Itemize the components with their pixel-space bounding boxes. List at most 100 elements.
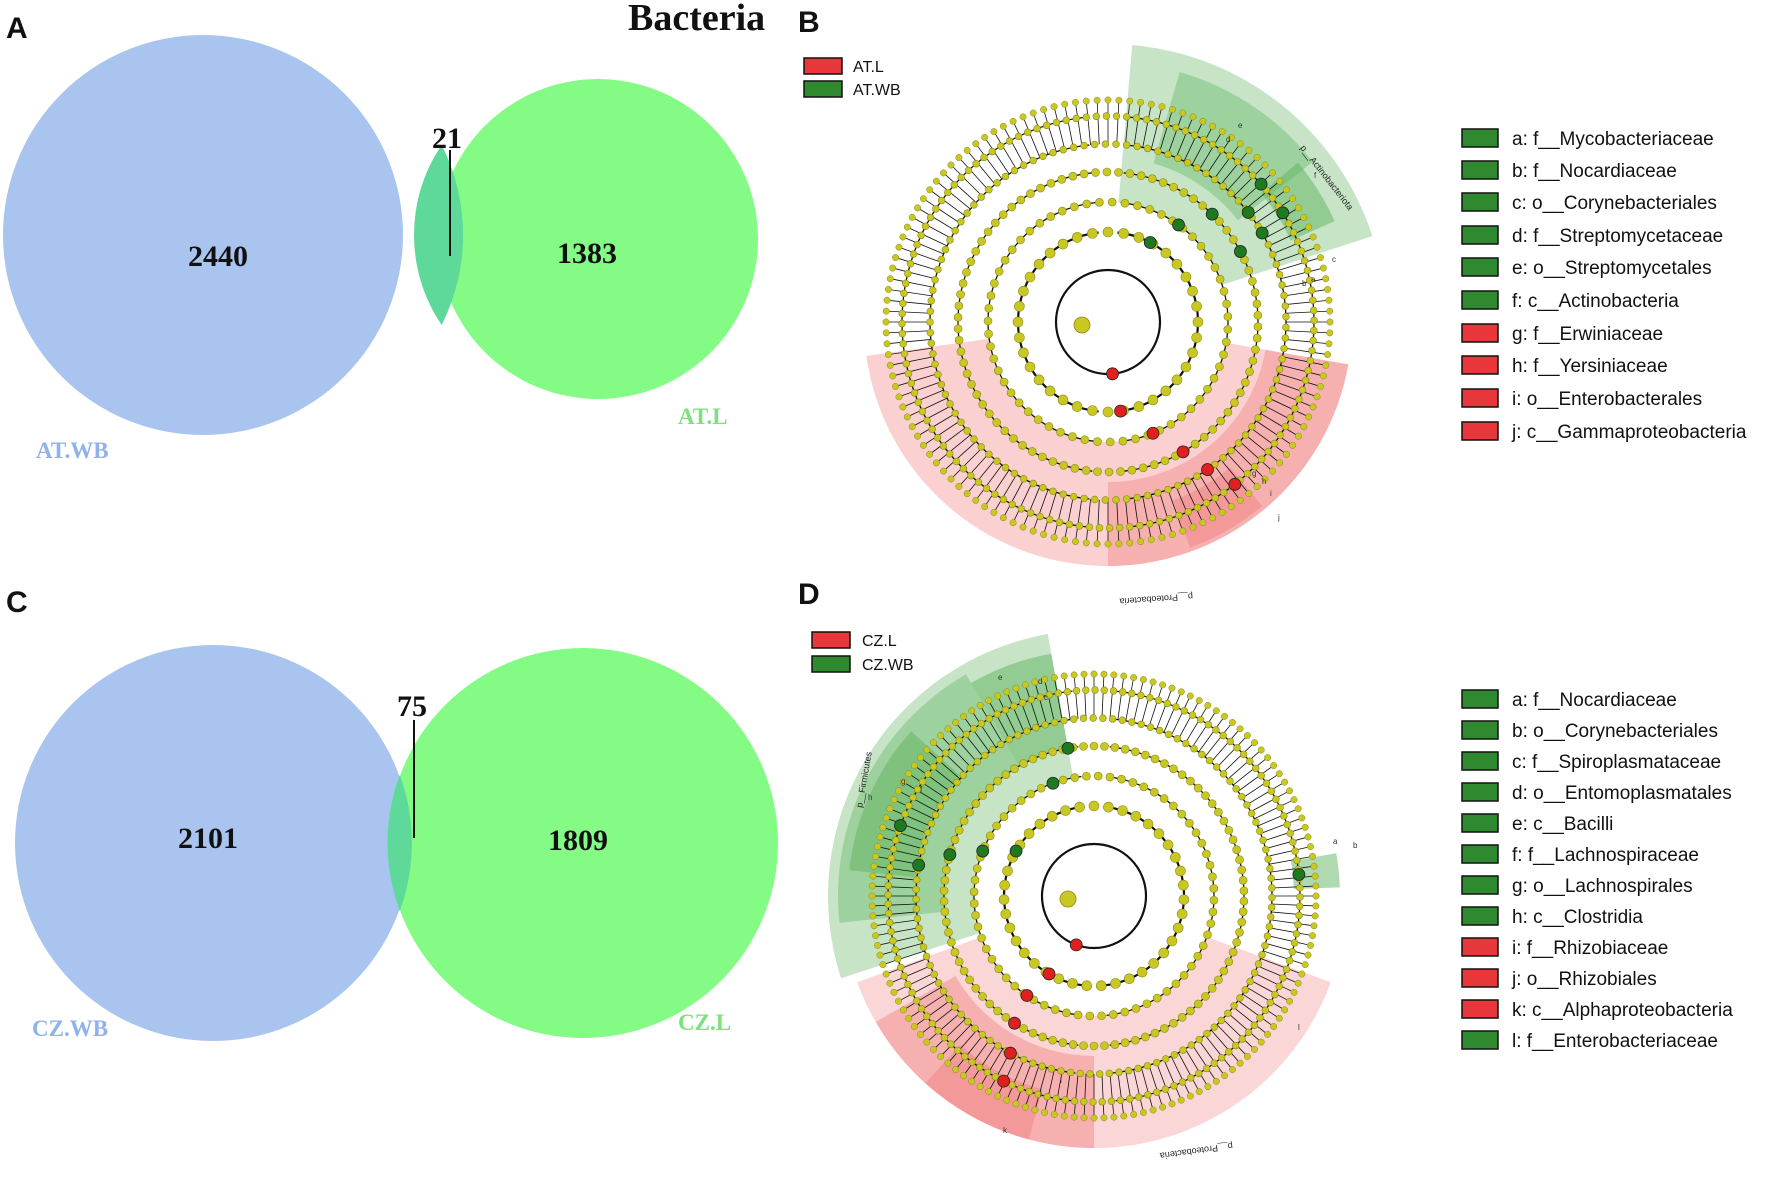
panel-letter-b: B bbox=[798, 6, 820, 39]
leaf-branch bbox=[1159, 109, 1173, 152]
leaf-branch bbox=[902, 236, 944, 255]
leaf-branch bbox=[912, 216, 952, 239]
leaf-node bbox=[1326, 329, 1334, 337]
leaf-node bbox=[1270, 1023, 1278, 1030]
taxon-node bbox=[1018, 440, 1027, 450]
leaf-branch bbox=[950, 164, 983, 197]
taxon-node bbox=[1122, 141, 1131, 149]
taxon-node bbox=[1142, 999, 1152, 1009]
taxon-node bbox=[1070, 202, 1079, 212]
leaf-node bbox=[1298, 970, 1306, 978]
leaf-branch bbox=[1260, 207, 1299, 231]
taxon-node bbox=[937, 255, 946, 264]
taxon-node bbox=[967, 379, 976, 389]
taxon-node bbox=[946, 400, 954, 408]
taxon-node bbox=[1253, 310, 1263, 320]
taxon-node bbox=[1082, 199, 1092, 209]
leaf-node bbox=[882, 970, 890, 978]
taxon-node bbox=[909, 250, 918, 258]
leaf-node bbox=[1029, 109, 1037, 117]
taxon-node bbox=[1001, 770, 1011, 779]
legend-item-d-5: f: f__Lachnospiraceae bbox=[1512, 845, 1699, 866]
taxon-node bbox=[1120, 744, 1130, 754]
clade-shade bbox=[1153, 72, 1313, 221]
leaf-branch bbox=[903, 781, 942, 806]
taxon-node bbox=[985, 714, 993, 723]
taxon-node bbox=[1073, 1010, 1083, 1020]
taxon-node bbox=[1231, 1041, 1240, 1050]
taxon-node bbox=[1205, 756, 1214, 765]
taxon-node bbox=[1157, 210, 1166, 219]
leaf-branch bbox=[914, 765, 951, 792]
biomarker-node bbox=[1172, 218, 1185, 232]
leaf-branch bbox=[1210, 1029, 1241, 1064]
leaf-branch bbox=[923, 198, 961, 224]
taxon-node bbox=[1264, 855, 1272, 863]
leaf-branch bbox=[1272, 389, 1314, 408]
unique-count-cz-l: 1809 bbox=[548, 824, 608, 857]
taxon-node bbox=[1082, 113, 1090, 121]
taxon-node bbox=[1139, 782, 1149, 792]
leaf-node bbox=[1236, 1059, 1244, 1067]
taxon-node bbox=[1034, 1090, 1042, 1099]
leaf-node bbox=[1243, 732, 1251, 739]
leaf-node bbox=[874, 843, 882, 851]
taxon-node bbox=[1074, 801, 1085, 813]
leaf-branch bbox=[1272, 236, 1314, 255]
leaf-node bbox=[1300, 423, 1308, 431]
leaf-node bbox=[1236, 496, 1244, 504]
leaf-node bbox=[1306, 941, 1314, 949]
taxon-node bbox=[1204, 720, 1213, 729]
taxon-node bbox=[1038, 1032, 1047, 1042]
taxon-node bbox=[1091, 686, 1099, 694]
taxon-node bbox=[1142, 818, 1154, 830]
taxon-node bbox=[941, 390, 950, 399]
clade-letter-d-d: d bbox=[1038, 677, 1042, 686]
taxon-node bbox=[957, 1010, 965, 1019]
taxon-node bbox=[1048, 457, 1058, 466]
leaf-node bbox=[1253, 154, 1261, 161]
leaf-node bbox=[985, 697, 993, 704]
leaf-branch bbox=[1006, 1059, 1025, 1101]
taxon-node bbox=[927, 297, 935, 305]
taxon-node bbox=[1029, 479, 1037, 488]
taxon-node bbox=[1158, 947, 1170, 959]
leaf-node bbox=[1276, 459, 1284, 467]
taxon-node bbox=[898, 309, 906, 318]
taxon-node bbox=[937, 380, 946, 389]
taxon-node bbox=[1014, 132, 1023, 141]
leaf-branch bbox=[1204, 1034, 1233, 1070]
leaf-node bbox=[1290, 796, 1298, 804]
leaf-branch bbox=[988, 700, 1011, 740]
taxon-node bbox=[1105, 524, 1114, 532]
taxon-node bbox=[1014, 398, 1024, 407]
leaf-node bbox=[870, 922, 878, 930]
leaf-branch bbox=[872, 911, 917, 917]
taxon-node bbox=[1239, 750, 1248, 759]
taxon-node bbox=[1165, 514, 1174, 523]
taxon-node bbox=[1117, 805, 1128, 816]
taxon-node bbox=[1209, 895, 1219, 905]
taxon-node bbox=[1154, 696, 1163, 705]
leaf-branch bbox=[1022, 486, 1041, 528]
taxon-node bbox=[1057, 206, 1067, 216]
taxon-node bbox=[1280, 812, 1288, 820]
taxon-node bbox=[1112, 112, 1121, 120]
leaf-node bbox=[1308, 852, 1316, 860]
leaf-branch bbox=[1271, 903, 1316, 907]
taxon-node bbox=[1131, 747, 1140, 757]
taxon-node bbox=[1036, 183, 1045, 193]
leaf-branch bbox=[1250, 979, 1290, 1002]
taxon-node bbox=[1058, 775, 1068, 785]
leaf-branch bbox=[988, 1052, 1011, 1092]
biomarker-node bbox=[1046, 776, 1060, 790]
leaf-branch bbox=[1083, 1073, 1087, 1118]
leaf-node bbox=[1245, 490, 1253, 498]
taxon-node bbox=[926, 307, 935, 316]
leaf-branch bbox=[1085, 499, 1091, 543]
taxon-node bbox=[1107, 1097, 1116, 1105]
taxon-node bbox=[1234, 439, 1243, 447]
leaf-branch bbox=[1022, 116, 1041, 158]
taxon-node bbox=[1300, 256, 1309, 265]
taxon-node bbox=[1124, 1066, 1133, 1075]
